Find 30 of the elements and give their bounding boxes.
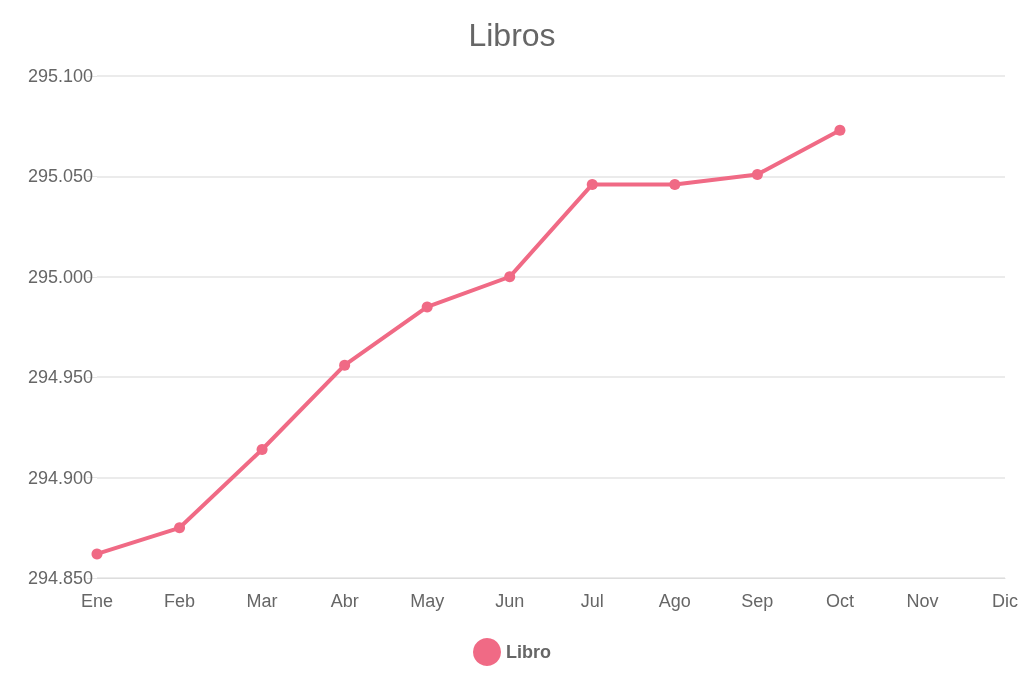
x-tick-label: Oct: [825, 591, 854, 611]
point: [669, 178, 681, 190]
point: [834, 124, 846, 136]
x-tick-label: Jul: [580, 591, 604, 611]
y-tick-label: 295.000: [27, 266, 93, 287]
point: [504, 271, 516, 283]
point: [421, 301, 433, 313]
point: [586, 178, 598, 190]
x-tick-label: Sep: [741, 591, 774, 611]
point: [174, 522, 186, 534]
x-tick-label: May: [410, 591, 445, 611]
x-tick-label: Nov: [906, 591, 939, 611]
point: [91, 548, 103, 560]
x-tick-label: Dic: [992, 591, 1018, 611]
y-tick-label: 294.850: [27, 568, 93, 588]
x-tick-label: Ene: [80, 591, 114, 611]
y-tick-label: 295.100: [27, 66, 93, 86]
point: [256, 443, 268, 455]
x-tick-label: Feb: [164, 591, 196, 611]
x-tick-label: Jun: [495, 591, 525, 611]
y-tick-label: 295.050: [27, 166, 93, 187]
x-tick-label: Abr: [330, 591, 359, 611]
x-tick-label: Mar: [246, 591, 278, 611]
point: [751, 168, 763, 180]
y-tick-label: 294.950: [27, 367, 93, 388]
x-tick-label: Ago: [658, 591, 691, 611]
chart-title: Libros: [468, 17, 556, 53]
point: [339, 359, 351, 371]
legend-label: Libro: [506, 642, 551, 662]
y-tick-label: 294.900: [27, 467, 93, 488]
